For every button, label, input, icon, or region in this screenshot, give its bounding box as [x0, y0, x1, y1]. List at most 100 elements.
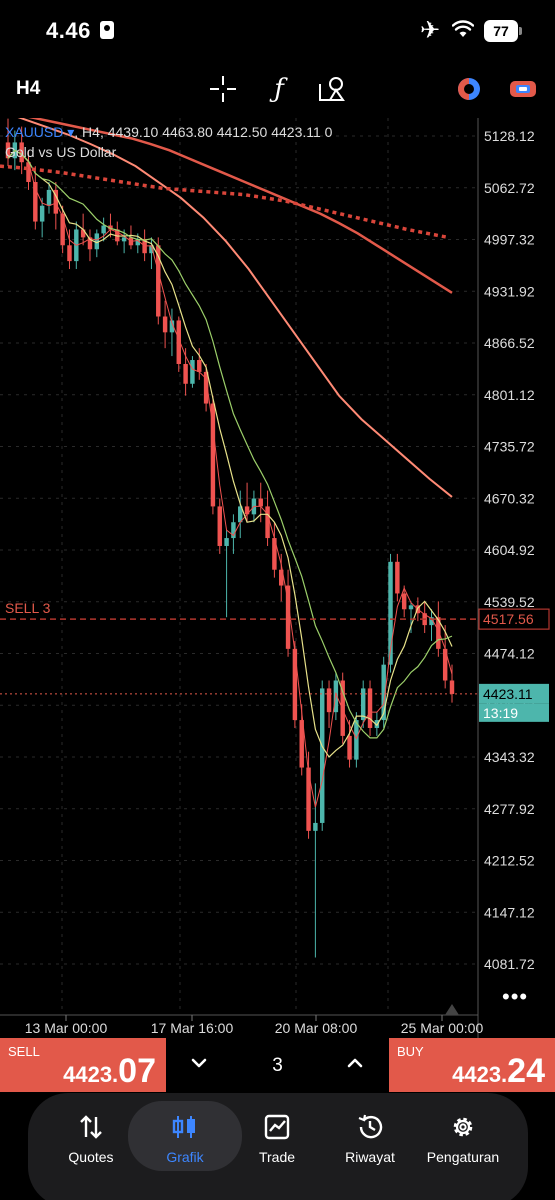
current-price-label: 4423.11	[483, 686, 533, 702]
chart-toolbar: H4 ƒ	[0, 66, 555, 112]
candle-body	[101, 225, 106, 234]
candle-body	[429, 617, 434, 626]
nav-quotes[interactable]: Quotes	[36, 1101, 146, 1171]
buy-button[interactable]: BUY 4423.24	[389, 1038, 555, 1092]
candle-body	[19, 142, 24, 163]
candle-body	[80, 229, 86, 238]
candlestick-chart-icon	[172, 1116, 195, 1138]
objects-shapes-icon[interactable]	[318, 74, 348, 104]
x-tick-label: 20 Mar 08:00	[275, 1020, 358, 1036]
y-tick-label: 4081.72	[484, 956, 535, 972]
y-tick-label: 5062.72	[484, 180, 535, 196]
id-card-icon	[100, 21, 114, 39]
bottom-navigation: Quotes Grafik Trade Riwayat Pengatur	[28, 1093, 528, 1200]
current-price-tag	[479, 683, 549, 704]
candle-body	[94, 233, 100, 250]
candle-body	[367, 688, 373, 728]
sell-button[interactable]: SELL 4423.07	[0, 1038, 166, 1092]
nav-pengaturan[interactable]: Pengaturan	[408, 1101, 518, 1171]
y-tick-label: 4604.92	[484, 542, 535, 558]
candle-body	[285, 585, 291, 649]
ma-dotted-line	[0, 164, 449, 240]
candle-body	[381, 664, 386, 721]
x-tick-label: 13 Mar 00:00	[25, 1020, 108, 1036]
nav-label-grafik: Grafik	[166, 1149, 204, 1165]
candle-body	[108, 225, 113, 230]
indicator-function-icon[interactable]: ƒ	[274, 74, 284, 104]
x-tick-label: 25 Mar 00:00	[401, 1020, 484, 1036]
y-tick-label: 4801.12	[484, 387, 535, 403]
sell-order-label: SELL 3	[5, 600, 51, 616]
nav-grafik[interactable]: Grafik	[128, 1101, 242, 1171]
ma-fast-line	[7, 149, 453, 808]
timeframe-button[interactable]: H4	[16, 78, 41, 99]
chart-description: Gold vs US Dollar	[5, 144, 117, 160]
chart-symbol[interactable]: XAUUSD	[5, 124, 64, 140]
trade-levels-icon[interactable]	[508, 74, 538, 104]
candle-body	[244, 506, 250, 515]
sell-price: 4423.07	[63, 1052, 156, 1090]
history-clock-icon	[358, 1114, 383, 1139]
candle-body	[60, 213, 65, 246]
candle-body	[33, 181, 38, 222]
candle-body	[67, 245, 72, 262]
y-tick-label: 4997.32	[484, 232, 535, 248]
airplane-mode-icon: ✈	[420, 17, 441, 44]
candle-body	[279, 569, 284, 586]
gear-icon	[453, 1117, 473, 1137]
candle-body	[265, 506, 270, 539]
order-price-tag	[478, 608, 550, 630]
crosshair-icon[interactable]	[208, 74, 238, 104]
candle-body	[87, 237, 93, 250]
candle-body	[258, 498, 263, 507]
status-time: 4.46	[46, 18, 91, 43]
candle-body	[319, 688, 325, 823]
sell-label: SELL	[8, 1044, 40, 1059]
candle-body	[313, 822, 318, 831]
nav-label-quotes: Quotes	[68, 1149, 114, 1165]
candle-body	[46, 189, 52, 206]
trade-bar: SELL 4423.07 3 BUY 4423.24	[0, 1038, 555, 1092]
y-tick-label: 4931.92	[484, 283, 535, 299]
candle-body	[53, 189, 59, 214]
buy-price: 4423.24	[452, 1052, 545, 1090]
chevron-down-icon[interactable]	[188, 1052, 210, 1074]
candle-body	[176, 320, 181, 364]
candle-body	[292, 648, 298, 721]
candle-body	[203, 371, 209, 404]
candle-body	[360, 688, 366, 721]
nav-trade[interactable]: Trade	[222, 1101, 332, 1171]
candle-body	[197, 360, 202, 372]
nav-label-pengaturan: Pengaturan	[426, 1149, 500, 1165]
nav-label-riwayat: Riwayat	[345, 1149, 395, 1165]
candle-body	[326, 688, 332, 713]
candle-body	[135, 238, 141, 246]
candle-body	[340, 680, 345, 736]
candle-body	[217, 506, 222, 546]
chart-ohlc: , H4, 4439.10 4463.80 4412.50 4423.11 0	[74, 124, 333, 140]
candle-body	[115, 229, 120, 242]
candle-body	[306, 767, 311, 831]
candle-body	[354, 720, 359, 760]
candle-body	[169, 320, 175, 333]
candle-body	[183, 363, 188, 384]
more-options-icon[interactable]: •••	[502, 984, 529, 1009]
countdown-label: 13:19	[483, 705, 518, 721]
y-tick-label: 4670.32	[484, 490, 535, 506]
candle-body	[442, 648, 448, 681]
chart-shift-icon	[445, 1004, 459, 1015]
candle-body	[272, 538, 277, 570]
chart-symbol-header: XAUUSD ▾, H4, 4439.10 4463.80 4412.50 44…	[5, 124, 333, 140]
candle-body	[26, 162, 31, 182]
chevron-up-icon[interactable]	[344, 1052, 366, 1074]
price-chart[interactable]: 5128.12 5062.72 4997.32 4931.92 4866.52 4801.…	[0, 118, 555, 1038]
buy-label: BUY	[397, 1044, 424, 1059]
candle-body	[408, 605, 414, 610]
wifi-icon	[452, 20, 474, 37]
volume-value[interactable]: 3	[272, 1055, 283, 1076]
nav-riwayat[interactable]: Riwayat	[315, 1101, 425, 1171]
y-tick-label: 4539.52	[484, 594, 535, 610]
candle-body	[374, 720, 380, 728]
one-click-trading-icon[interactable]	[454, 74, 484, 104]
chart-canvas[interactable]: 5128.12 5062.72 4997.32 4931.92 4866.52 4801.…	[0, 118, 555, 1038]
